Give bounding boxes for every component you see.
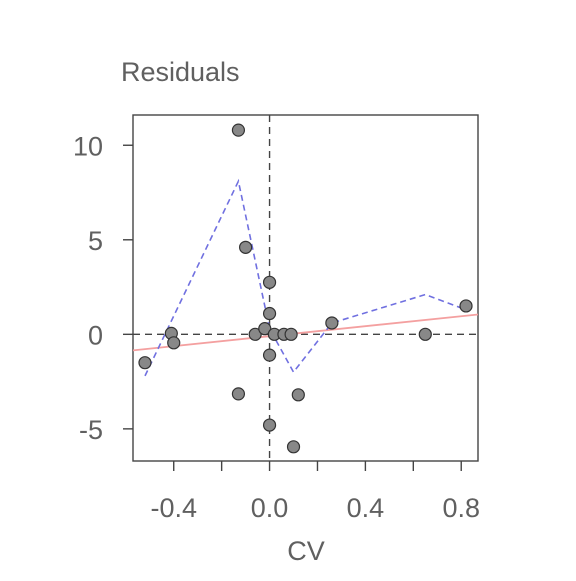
y-tick-label-0: -5	[79, 415, 103, 445]
data-point-14	[284, 327, 298, 341]
data-point-2	[167, 336, 181, 350]
smoothed-trend-line	[144, 178, 467, 377]
data-point-5	[239, 240, 253, 254]
data-point-18	[418, 327, 432, 341]
data-point-10	[262, 348, 277, 362]
data-point-19	[459, 299, 473, 313]
y-tick-label-2: 5	[88, 226, 103, 256]
linear-fit-line	[133, 313, 478, 352]
data-point-16	[291, 388, 305, 402]
chart-title: Residuals	[121, 57, 240, 87]
x-tick-label-0: -0.4	[150, 493, 197, 523]
x-axis-label: CV	[287, 536, 325, 566]
x-tick-label-2: 0.0	[251, 493, 289, 523]
data-point-7	[258, 322, 272, 336]
data-point-11	[262, 418, 277, 432]
data-point-17	[325, 316, 339, 330]
data-point-9	[262, 306, 277, 321]
data-point-6	[248, 327, 262, 341]
data-point-3	[231, 123, 246, 137]
data-point-8	[262, 275, 277, 289]
data-point-4	[231, 387, 246, 401]
x-tick-label-4: 0.4	[347, 493, 385, 523]
y-tick-label-3: 10	[73, 131, 103, 161]
data-point-0	[138, 356, 152, 370]
x-tick-label-6: 0.8	[442, 493, 480, 523]
plot-area: -0.4 0.0 0.4 0.8 -5 0 5 10	[73, 114, 480, 523]
plot-frame	[132, 114, 479, 462]
data-point-15	[286, 440, 301, 454]
y-tick-label-1: 0	[88, 320, 103, 350]
